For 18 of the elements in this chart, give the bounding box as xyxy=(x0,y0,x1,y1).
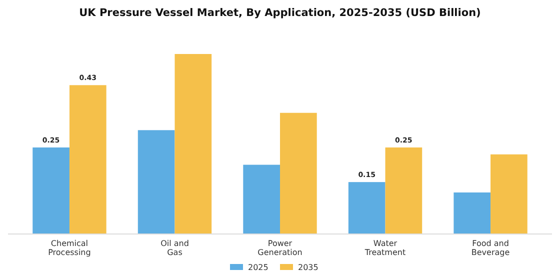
x-tick-label: Chemical Processing xyxy=(48,239,91,257)
bar xyxy=(69,85,106,234)
bar xyxy=(174,54,212,234)
bar xyxy=(138,130,175,234)
bar xyxy=(454,192,491,234)
x-tick-label: Water Treatment xyxy=(364,239,406,257)
x-tick-label: Food and Beverage xyxy=(471,239,510,257)
bar xyxy=(243,164,280,234)
legend-label: 2025 xyxy=(248,263,268,272)
bar xyxy=(32,147,70,234)
bar xyxy=(348,182,386,234)
chart-title: UK Pressure Vessel Market, By Application, 2025-2035 (USD Billion) xyxy=(79,7,481,19)
bar xyxy=(385,147,422,234)
bar xyxy=(490,154,528,234)
bar xyxy=(280,112,317,234)
x-tick-label: Oil and Gas xyxy=(160,239,189,257)
x-tick-label: Power Generation xyxy=(258,239,302,257)
legend-label: 2035 xyxy=(298,263,318,272)
